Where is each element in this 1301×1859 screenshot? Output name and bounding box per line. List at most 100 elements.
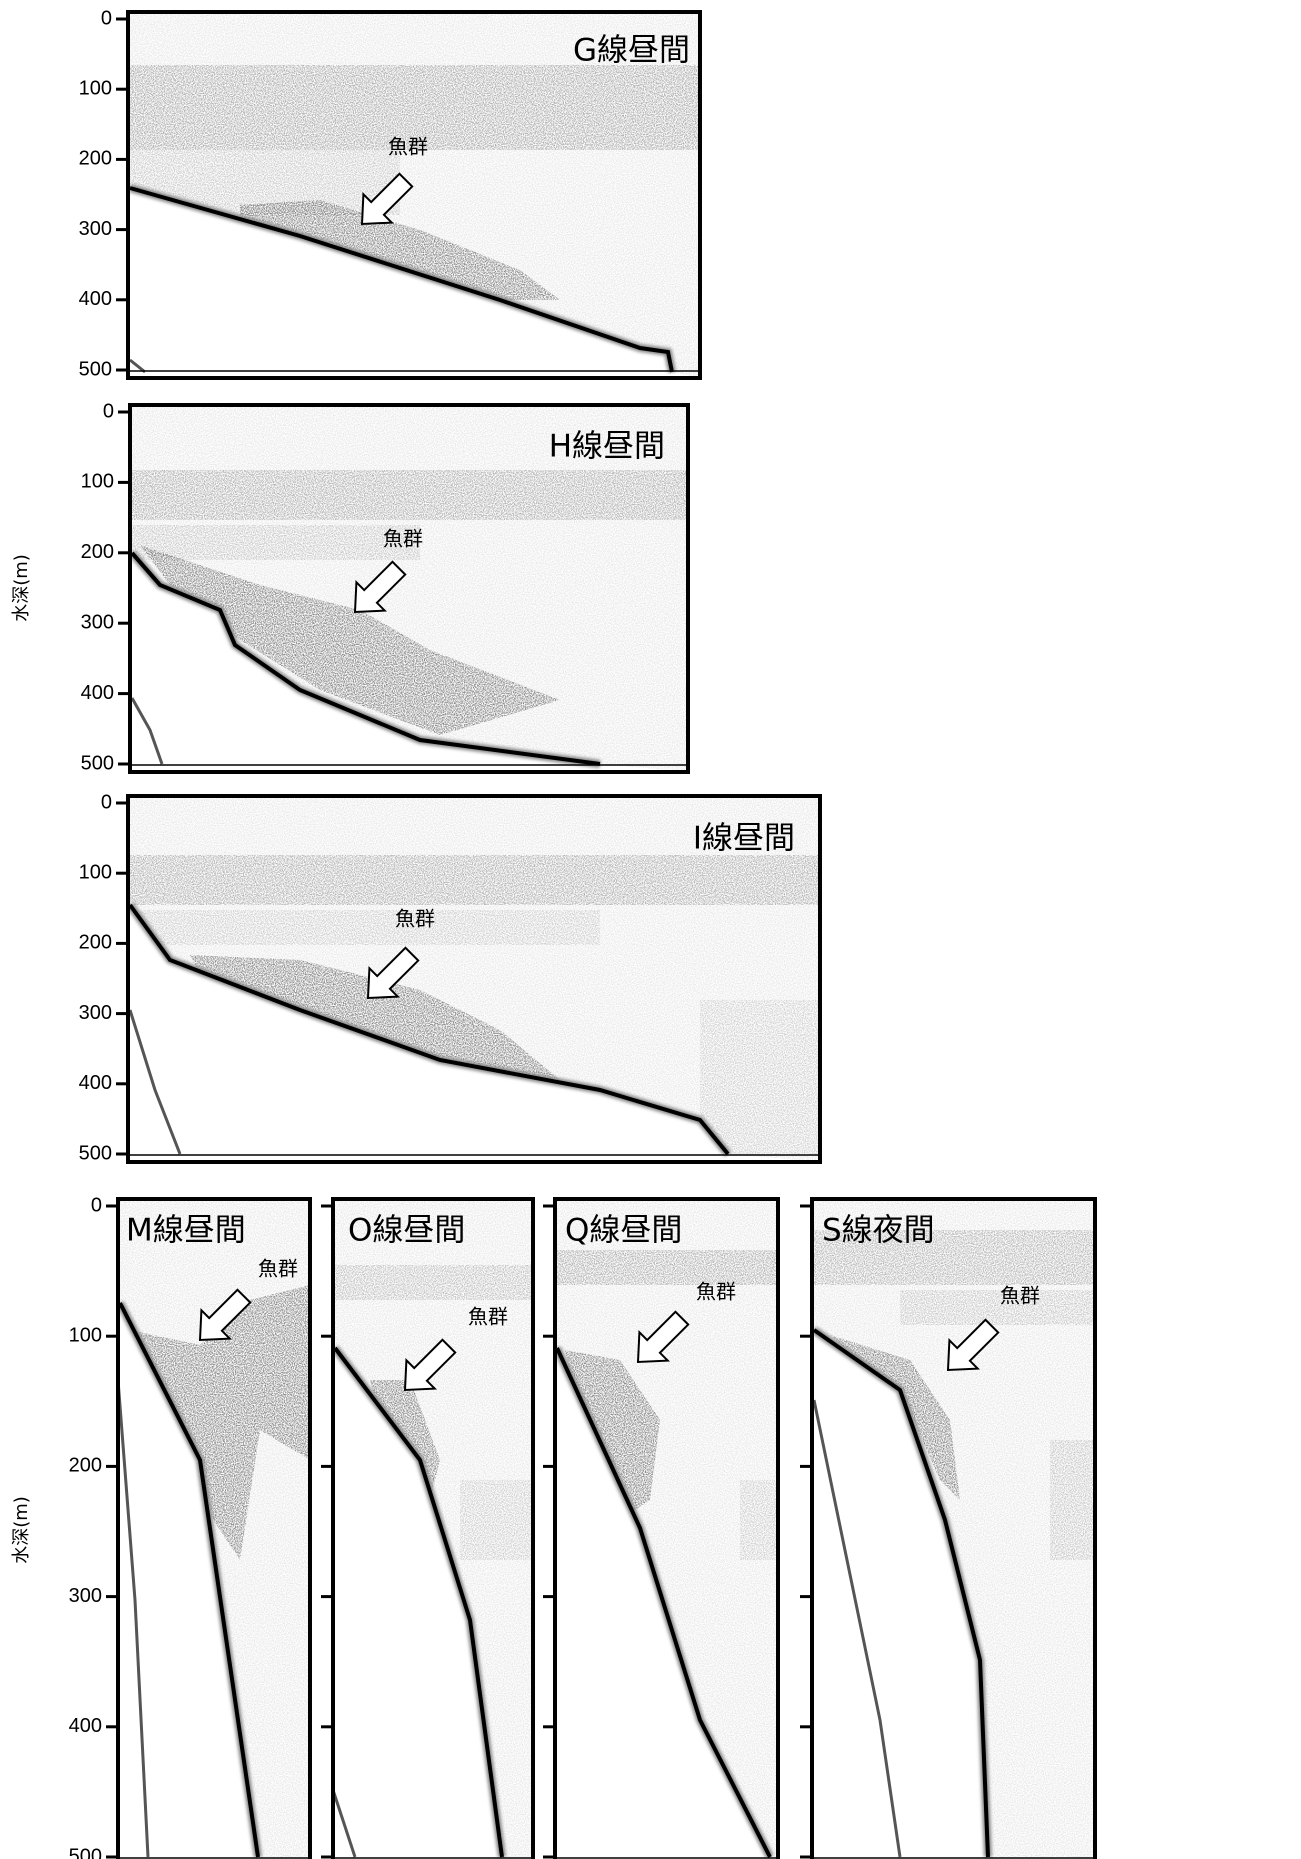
arrow [366, 946, 420, 1000]
seabed-fill [128, 905, 820, 1162]
seabed-fill [128, 188, 700, 378]
annotation: 魚群 [258, 1257, 298, 1281]
y-tick-label: 200 [79, 932, 112, 954]
scattering-layer [130, 855, 820, 905]
seabed [118, 1302, 260, 1858]
y-tick-label: 100 [79, 861, 112, 883]
y-tick-label: 500 [81, 752, 114, 774]
scattering-layer [740, 1480, 778, 1560]
fish-school [565, 1350, 660, 1520]
arrow [360, 172, 414, 226]
second-echo [118, 1379, 150, 1858]
scattering-layer [130, 65, 700, 150]
y-tick-label: 400 [79, 1072, 112, 1094]
y-tick-label: 400 [79, 288, 112, 310]
y-tick-label: 0 [103, 400, 114, 422]
seabed [555, 1347, 772, 1858]
y-tick-label: 500 [79, 1142, 112, 1164]
arrow [636, 1310, 690, 1364]
seabed [129, 186, 674, 373]
scattering-layer [460, 1480, 533, 1560]
second-echo [129, 358, 146, 374]
y-tick-label: 300 [69, 1585, 102, 1607]
scattering-layer [700, 1000, 820, 1154]
fish-school [140, 545, 560, 735]
fish-school [830, 1335, 960, 1500]
y-tick-label: 200 [69, 1455, 102, 1477]
second-echo [130, 697, 164, 765]
frame [553, 1197, 780, 1859]
seabed-fill [130, 553, 688, 772]
annotation: 魚群 [1000, 1284, 1040, 1308]
second-echo [128, 1009, 182, 1155]
panel-title: I線昼間 [693, 821, 795, 857]
scattering-layer [130, 910, 600, 945]
scattering-layer [132, 470, 688, 520]
arrow [198, 1288, 252, 1342]
y-tick-label: 0 [91, 1194, 102, 1216]
arrow [353, 560, 407, 614]
panel-title: S線夜間 [822, 1213, 935, 1249]
y-tick-label: 300 [79, 218, 112, 240]
echogram [130, 405, 688, 772]
panel-title: G線昼間 [573, 33, 690, 69]
y-tick-label: 500 [79, 358, 112, 380]
annotation: 魚群 [468, 1305, 508, 1329]
annotation: 魚群 [388, 135, 428, 159]
frame [810, 1197, 1097, 1859]
arrow [946, 1318, 1000, 1372]
seabed [812, 1328, 990, 1858]
echogram [128, 796, 820, 1162]
echogram [333, 1199, 533, 1859]
frame [126, 10, 702, 380]
echogram [812, 1199, 1095, 1859]
y-tick-label: 100 [81, 471, 114, 493]
panel-title: M線昼間 [126, 1213, 246, 1249]
echogram [555, 1199, 778, 1859]
scattering-layer [900, 1290, 1095, 1325]
scattering-layer [555, 1250, 778, 1285]
annotation: 魚群 [395, 907, 435, 931]
y-tick-label: 400 [81, 682, 114, 704]
annotation: 魚群 [696, 1280, 736, 1304]
scattering-layer [333, 1265, 533, 1300]
scattering-layer [1050, 1440, 1095, 1560]
fish-school [130, 1285, 310, 1560]
annotation: 魚群 [383, 527, 423, 551]
y-tick-label: 300 [79, 1002, 112, 1024]
panel-title: O線昼間 [348, 1213, 465, 1249]
panel-title: Q線昼間 [565, 1213, 682, 1249]
scattering-layer [132, 525, 420, 560]
seabed-fill [812, 1330, 1015, 1859]
frame [128, 403, 690, 774]
echogram [118, 1199, 310, 1859]
echogram [128, 12, 700, 378]
fish-school [190, 955, 560, 1080]
seabed [130, 551, 601, 766]
y-tick-label: 200 [79, 148, 112, 170]
y-axis-label: 水深(m) [11, 1496, 32, 1564]
y-tick-label: 300 [81, 611, 114, 633]
arrow [403, 1338, 457, 1392]
fish-school [240, 200, 560, 300]
second-echo [812, 1399, 902, 1858]
y-tick-label: 100 [79, 77, 112, 99]
second-echo [333, 1789, 357, 1858]
y-tick-label: 400 [69, 1715, 102, 1737]
y-axis-label: 水深(m) [11, 554, 32, 622]
y-tick-label: 200 [81, 541, 114, 563]
seabed [128, 903, 730, 1156]
frame [116, 1197, 312, 1859]
seabed-fill [333, 1348, 510, 1859]
y-tick-label: 100 [69, 1324, 102, 1346]
y-tick-label: 500 [69, 1845, 102, 1859]
scattering-layer [812, 1230, 1095, 1285]
